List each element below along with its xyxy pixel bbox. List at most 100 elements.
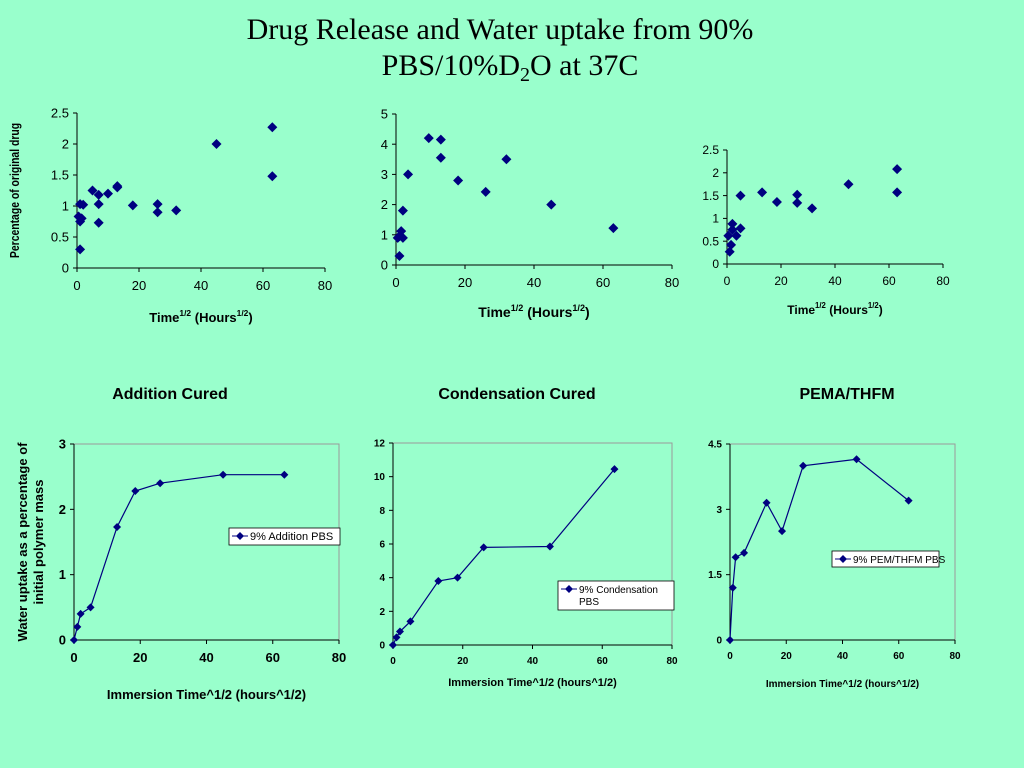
- data-point: [728, 583, 737, 592]
- x-axis-label: Time1/2 (Hours1/2): [149, 308, 252, 325]
- data-point: [211, 139, 222, 149]
- y-tick-label: 4.5: [708, 440, 722, 451]
- data-point: [219, 470, 228, 479]
- legend-box: [557, 580, 675, 611]
- y-tick-label: 12: [374, 439, 386, 450]
- y-tick-label: 10: [374, 472, 386, 483]
- chart-title: PEMA/THFM: [799, 386, 894, 403]
- data-point: [904, 496, 913, 505]
- x-tick-label: 20: [457, 656, 469, 667]
- x-axis-label-part: Time: [149, 310, 179, 325]
- x-tick-label: 20: [458, 275, 472, 290]
- y-tick-label: 2.5: [702, 143, 719, 157]
- x-tick-label: 40: [194, 278, 208, 293]
- x-axis-label: Immersion Time^1/2 (hours^1/2): [107, 687, 306, 702]
- y-tick-label: 1.5: [702, 189, 719, 203]
- y-tick-label: 2: [381, 197, 388, 212]
- data-point: [545, 542, 554, 551]
- y-tick-label: 0: [59, 633, 66, 648]
- data-point: [799, 461, 808, 470]
- x-tick-label: 20: [133, 650, 147, 665]
- x-axis-label-superscript: 1/2: [511, 303, 524, 313]
- y-tick-label: 4: [379, 573, 385, 584]
- data-point: [608, 223, 619, 234]
- x-tick-label: 20: [781, 651, 793, 662]
- y-axis-label: initial polymer mass: [31, 480, 46, 605]
- y-tick-label: 1: [381, 227, 388, 242]
- data-point: [565, 585, 573, 593]
- data-point: [406, 617, 415, 626]
- x-tick-label: 80: [949, 651, 961, 662]
- x-tick-label: 80: [318, 278, 332, 293]
- y-tick-label: 0: [62, 261, 69, 276]
- data-point: [75, 244, 86, 255]
- data-point: [480, 186, 491, 197]
- plot-area: [729, 443, 956, 641]
- data-point: [395, 627, 404, 636]
- x-tick-label: 40: [527, 656, 539, 667]
- data-point: [156, 479, 165, 488]
- x-tick-label: 0: [724, 274, 731, 288]
- y-axis-label: Percentage of original drug: [8, 123, 22, 258]
- x-axis-label-part: Time: [787, 303, 815, 317]
- x-tick-label: 0: [392, 275, 399, 290]
- data-point: [453, 175, 464, 186]
- data-point: [740, 548, 749, 557]
- title-part: O at 37C: [530, 49, 639, 82]
- data-point: [852, 455, 861, 464]
- legend: 9% Addition PBS: [228, 527, 341, 546]
- legend: 9% PEM/THFM PBS: [831, 550, 946, 568]
- x-axis-label: Time1/2 (Hours1/2): [787, 301, 882, 317]
- slide-title: Drug Release and Water uptake from 90% P…: [0, 12, 1000, 85]
- data-point: [792, 189, 803, 200]
- data-point: [792, 197, 803, 208]
- x-tick-label: 80: [665, 275, 679, 290]
- x-axis-label: Immersion Time^1/2 (hours^1/2): [448, 677, 617, 689]
- data-point: [843, 179, 854, 190]
- data-point: [726, 636, 734, 644]
- legend-box: [228, 527, 341, 546]
- data-point: [127, 200, 138, 211]
- data-point: [103, 188, 113, 199]
- data-point: [86, 603, 95, 612]
- x-axis-label-part: (Hours: [191, 310, 237, 325]
- slide-title-line1: Drug Release and Water uptake from 90%: [246, 13, 754, 46]
- x-tick-label: 0: [73, 278, 80, 293]
- chart-5: 0 20 40 60 80 0 2 4 6 8 10 12 Immersion Time^1/2 (ho…: [374, 386, 678, 689]
- y-tick-label: 2.5: [51, 106, 69, 121]
- x-axis-label: Time1/2 (Hours1/2): [478, 303, 589, 320]
- data-point: [735, 190, 746, 201]
- y-tick-label: 1: [62, 199, 69, 214]
- data-point: [396, 226, 407, 237]
- legend-label: PBS: [579, 597, 599, 608]
- x-tick-label: 60: [256, 278, 270, 293]
- data-point: [892, 164, 903, 175]
- data-point: [112, 182, 123, 193]
- data-point: [75, 216, 86, 227]
- x-tick-label: 40: [837, 651, 849, 662]
- x-tick-label: 80: [332, 650, 346, 665]
- data-point: [501, 154, 512, 165]
- data-point: [839, 555, 847, 563]
- x-tick-label: 80: [666, 656, 678, 667]
- x-axis-label-superscript: 1/2: [572, 303, 585, 313]
- plot-area: [392, 442, 673, 646]
- x-axis-label-part: (Hours: [523, 304, 572, 320]
- chart-title: Condensation Cured: [438, 386, 595, 403]
- y-tick-label: 1: [712, 212, 719, 226]
- x-tick-label: 60: [882, 274, 896, 288]
- y-tick-label: 5: [381, 107, 388, 122]
- x-axis-label-part: Time: [478, 304, 511, 320]
- x-tick-label: 40: [828, 274, 842, 288]
- x-tick-label: 80: [936, 274, 950, 288]
- data-point: [70, 636, 78, 644]
- x-tick-label: 0: [390, 656, 396, 667]
- y-tick-label: 3: [59, 437, 66, 452]
- data-point: [727, 218, 738, 229]
- x-tick-label: 20: [774, 274, 788, 288]
- x-tick-label: 60: [266, 650, 280, 665]
- y-tick-label: 0: [716, 636, 722, 647]
- x-tick-label: 60: [597, 656, 609, 667]
